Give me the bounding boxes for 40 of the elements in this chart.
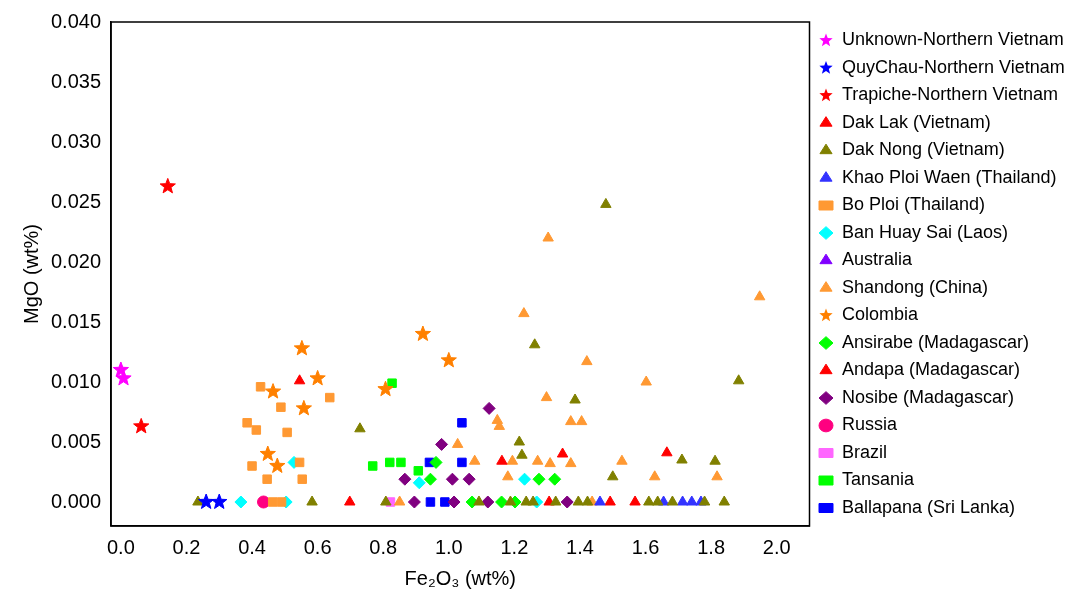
- legend-label: Russia: [842, 414, 899, 435]
- legend-label: Ban Huay Sai (Laos): [842, 221, 1009, 242]
- legend-label: Trapiche-Northern Vietnam: [842, 84, 1059, 105]
- legend-label: Bo Ploi (Thailand): [842, 194, 986, 215]
- x-tick-label: 1.8: [697, 535, 726, 558]
- y-tick-label: 0.035: [50, 69, 102, 92]
- legend-label: Colombia: [842, 304, 920, 325]
- y-tick-label: 0.010: [50, 369, 102, 392]
- y-tick-label: 0.025: [50, 189, 102, 212]
- x-tick-label: 0.0: [106, 535, 135, 558]
- x-tick-label: 0.4: [238, 535, 266, 558]
- legend-label: Ansirabe (Madagascar): [842, 331, 1030, 352]
- x-tick-label: 0.8: [369, 535, 398, 558]
- legend-label: Andapa (Madagascar): [842, 359, 1021, 380]
- x-tick-label: 1.0: [434, 535, 463, 558]
- legend-label: Khao Ploi Waen (Thailand): [842, 166, 1057, 187]
- x-axis-title: Fe₂O₃ (wt%): [404, 566, 517, 589]
- y-tick-label: 0.015: [50, 309, 102, 332]
- x-tick-label: 1.2: [500, 535, 529, 558]
- x-tick-label: 0.6: [303, 535, 332, 558]
- legend-label: Nosibe (Madagascar): [842, 386, 1015, 407]
- legend-label: Unknown-Northern Vietnam: [842, 29, 1064, 50]
- legend-label: Dak Nong (Vietnam): [842, 139, 1005, 160]
- x-tick-label: 1.6: [631, 535, 660, 558]
- y-axis-title: MgO (wt%): [19, 224, 42, 324]
- y-tick-label: 0.000: [50, 489, 102, 512]
- legend-label: QuyChau-Northern Vietnam: [842, 56, 1065, 77]
- y-tick-label: 0.040: [50, 9, 102, 32]
- legend-label: Brazil: [842, 441, 888, 462]
- legend-label: Shandong (China): [842, 276, 989, 297]
- y-tick-label: 0.005: [50, 429, 102, 452]
- legend-label: Australia: [842, 249, 914, 270]
- y-tick-label: 0.030: [50, 129, 102, 152]
- x-tick-label: 2.0: [762, 535, 791, 558]
- legend-label: Tansania: [842, 469, 916, 490]
- legend-label: Dak Lak (Vietnam): [842, 111, 991, 132]
- x-tick-label: 0.2: [172, 535, 201, 558]
- legend-label: Ballapana (Sri Lanka): [842, 496, 1016, 517]
- x-tick-label: 1.4: [566, 535, 594, 558]
- y-tick-label: 0.020: [50, 249, 102, 272]
